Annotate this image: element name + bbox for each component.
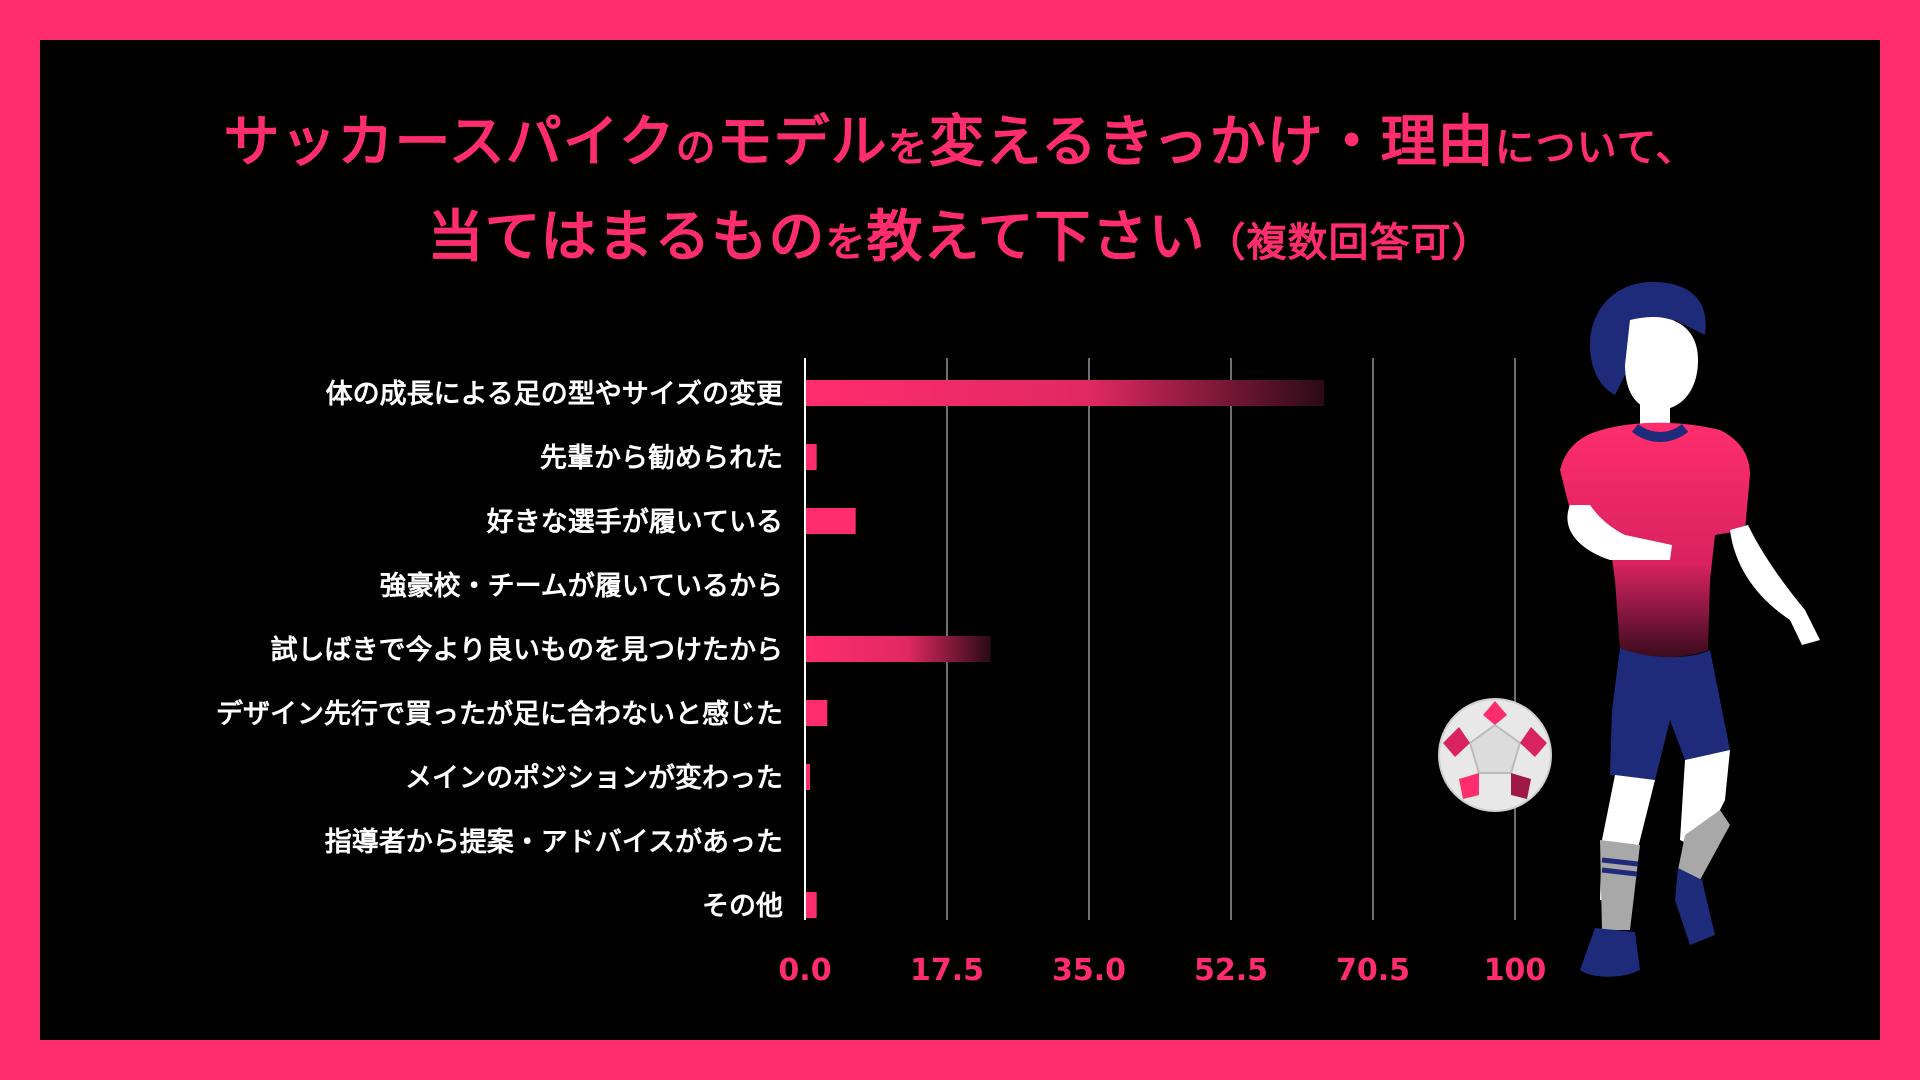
x-tick-label: 35.0 xyxy=(1052,953,1126,988)
category-label: デザイン先行で買ったが足に合わないと感じた xyxy=(216,698,783,730)
category-label: 好きな選手が履いている xyxy=(486,506,783,538)
title-part: （複数回答可） xyxy=(1205,220,1493,266)
right-leg-shape xyxy=(1680,750,1730,850)
title-part: を xyxy=(825,220,867,266)
category-label: 指導者から提案・アドバイスがあった xyxy=(325,826,783,858)
x-tick-label: 52.5 xyxy=(1194,953,1268,988)
category-label: 強豪校・チームが履いているから xyxy=(380,570,783,602)
bar-chart: 体の成長による足の型やサイズの変更先輩から勧められた好きな選手が履いている強豪校… xyxy=(216,358,1546,988)
bar xyxy=(806,892,817,918)
title-line-1: サッカースパイクのモデルを変えるきっかけ・理由について、 xyxy=(40,98,1880,193)
title-part: 当てはまるもの xyxy=(427,205,826,270)
title-part: について、 xyxy=(1494,125,1697,171)
face-shape xyxy=(1625,316,1698,410)
title-part: 変えるきっかけ・理由 xyxy=(928,110,1495,175)
left-sock-shape xyxy=(1600,840,1640,930)
tick-layer: 0.0 17.5 35.0 52.5 70.5 100 xyxy=(778,953,1546,988)
category-label: メインのポジションが変わった xyxy=(405,762,783,794)
bar xyxy=(806,636,991,662)
soccer-ball-icon xyxy=(1438,698,1552,812)
category-label: その他 xyxy=(702,891,783,922)
category-label: 試しばきで今より良いものを見つけたから xyxy=(271,634,783,666)
bar xyxy=(806,508,856,534)
title-part: の xyxy=(675,125,717,171)
x-tick-label: 100 xyxy=(1484,953,1547,988)
title-part: サッカースパイク xyxy=(223,110,676,175)
soccer-player-illustration xyxy=(1560,281,1820,977)
title-part: を xyxy=(887,125,929,171)
right-sock-shape xyxy=(1678,810,1730,880)
grid-layer xyxy=(804,358,1516,920)
bar xyxy=(806,444,817,470)
title-part: モデル xyxy=(716,110,888,175)
title-part: 教えて下さい xyxy=(866,205,1206,270)
right-arm-shape xyxy=(1730,525,1820,645)
category-label: 体の成長による足の型やサイズの変更 xyxy=(326,378,784,410)
x-tick-label: 70.5 xyxy=(1336,953,1410,988)
label-layer: 体の成長による足の型やサイズの変更先輩から勧められた好きな選手が履いている強豪校… xyxy=(216,378,784,922)
bar xyxy=(806,700,828,726)
shirt-shape xyxy=(1560,422,1750,658)
chart-title: サッカースパイクのモデルを変えるきっかけ・理由について、 当てはまるものを教えて… xyxy=(40,98,1880,288)
chart-panel: サッカースパイクのモデルを変えるきっかけ・理由について、 当てはまるものを教えて… xyxy=(40,40,1880,1040)
bar xyxy=(806,764,810,790)
x-tick-label: 17.5 xyxy=(910,953,984,988)
left-arm-shape xyxy=(1567,505,1672,560)
shorts-shape xyxy=(1610,648,1730,780)
title-line-2: 当てはまるものを教えて下さい（複数回答可） xyxy=(40,193,1880,288)
right-shoe-shape xyxy=(1675,868,1715,945)
left-shoe-shape xyxy=(1580,928,1640,977)
bar-layer xyxy=(806,380,1325,918)
x-tick-label: 0.0 xyxy=(778,953,831,988)
shirt-collar xyxy=(1631,423,1689,442)
sock-stripes xyxy=(1601,857,1639,877)
bar xyxy=(806,380,1325,406)
category-label: 先輩から勧められた xyxy=(540,442,783,474)
